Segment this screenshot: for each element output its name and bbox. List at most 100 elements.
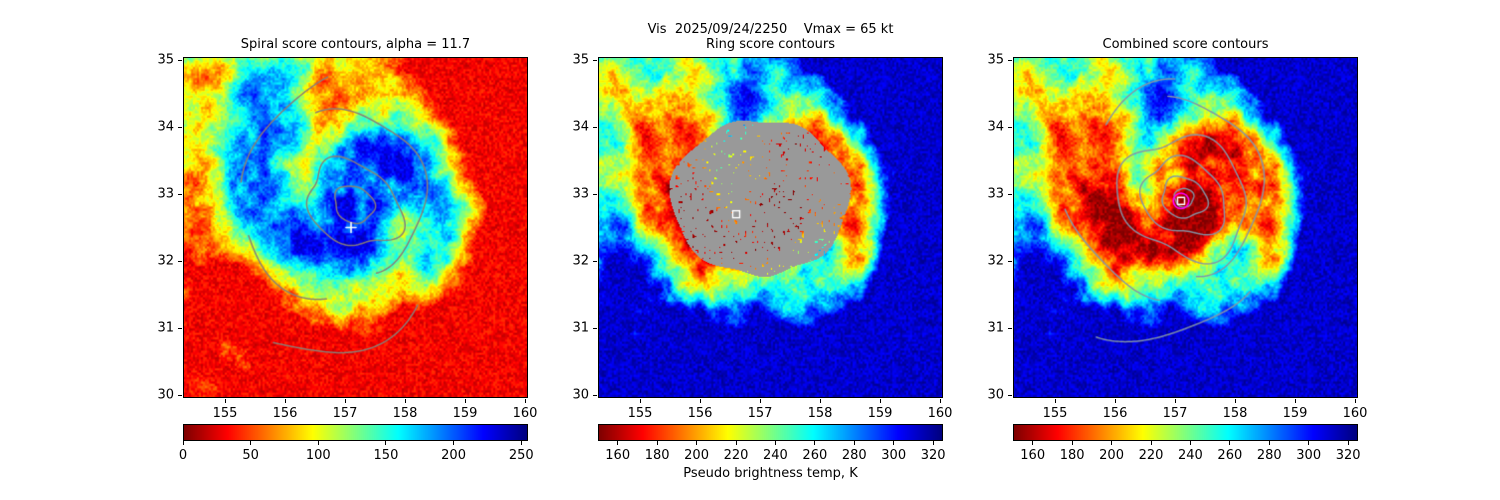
colorbar-canvas: [184, 425, 527, 440]
x-tick-label: 156: [272, 406, 298, 421]
colorbar-tick-label: 300: [1296, 448, 1322, 463]
colorbar-tick: [696, 441, 698, 445]
colorbar-tick-label: 160: [605, 448, 631, 463]
y-tick-label: 33: [987, 186, 1004, 202]
x-tick: [699, 399, 701, 403]
colorbar-tick: [1308, 441, 1310, 445]
x-tick: [1354, 399, 1356, 403]
map-axes: [183, 57, 528, 398]
y-tick-label: 32: [572, 253, 589, 269]
y-tick-label: 30: [572, 387, 589, 403]
x-tick-label: 158: [392, 406, 418, 421]
x-tick-label: 155: [212, 406, 238, 421]
y-tick: [593, 194, 597, 196]
x-tick-label: 159: [1282, 406, 1308, 421]
y-tick-label: 35: [987, 52, 1004, 68]
colorbar-tick-label: 0: [178, 448, 188, 463]
y-tick: [1008, 127, 1012, 129]
colorbar-tick-label: 220: [1138, 448, 1164, 463]
colorbar-tick-label: 200: [1099, 448, 1124, 463]
y-tick-label: 31: [157, 320, 174, 336]
x-axis-ticks: 155 156 157 158 159 160: [183, 399, 537, 425]
colorbar-tick: [617, 441, 619, 445]
y-tick: [593, 394, 597, 396]
colorbar-tick-label: 250: [508, 448, 534, 463]
colorbar-tick: [317, 441, 319, 445]
x-tick: [524, 399, 526, 403]
colorbar-tick-label: 200: [441, 448, 466, 463]
colorbar-tick-label: 50: [242, 448, 259, 463]
colorbar-ticks: 0 50 100 150 200 250: [179, 441, 534, 467]
colorbar-tick: [814, 441, 816, 445]
x-tick-label: 159: [867, 406, 893, 421]
y-tick-label: 35: [157, 52, 174, 68]
colorbar-tick-label: 320: [920, 448, 946, 463]
colorbar-tick: [735, 441, 737, 445]
y-tick: [178, 60, 182, 62]
y-tick: [178, 327, 182, 329]
colorbar-tick-label: 220: [723, 448, 749, 463]
y-axis-ticks: 30 31 32 33 34 35: [552, 53, 597, 402]
y-tick-label: 33: [157, 186, 174, 202]
satellite-image-canvas: [599, 58, 942, 397]
colorbar: [183, 424, 528, 441]
y-tick-label: 30: [157, 387, 174, 403]
colorbar-tick: [893, 441, 895, 445]
y-tick-label: 33: [572, 186, 589, 202]
colorbar-canvas: [599, 425, 942, 440]
x-axis-ticks: 155 156 157 158 159 160: [1013, 399, 1367, 425]
x-tick: [464, 399, 466, 403]
colorbar-ticks: 160 180 200 220 240 260 280 300 320: [1013, 441, 1361, 467]
x-tick: [879, 399, 881, 403]
colorbar-tick-label: 180: [1059, 448, 1085, 463]
x-tick: [344, 399, 346, 403]
colorbar-tick: [1150, 441, 1152, 445]
colorbar-tick-label: 200: [684, 448, 709, 463]
x-tick: [1054, 399, 1056, 403]
x-tick-label: 156: [1102, 406, 1128, 421]
satellite-image-canvas: [1014, 58, 1357, 397]
x-tick-label: 158: [807, 406, 833, 421]
colorbar-tick-label: 300: [881, 448, 907, 463]
y-tick: [1008, 327, 1012, 329]
panel-title: Combined score contours: [1102, 37, 1269, 52]
y-tick-label: 35: [572, 52, 589, 68]
y-tick-label: 32: [987, 253, 1004, 269]
colorbar-tick: [853, 441, 855, 445]
x-tick-label: 155: [1042, 406, 1068, 421]
x-tick-label: 156: [687, 406, 713, 421]
colorbar-tick: [520, 441, 522, 445]
y-tick: [1008, 394, 1012, 396]
x-tick: [1234, 399, 1236, 403]
y-tick: [1008, 260, 1012, 262]
map-axes: [1013, 57, 1358, 398]
x-tick: [819, 399, 821, 403]
colorbar-tick: [656, 441, 658, 445]
panel-combined-score: Combined score contours 30 31 32 33 34 35 155…: [987, 0, 1367, 500]
x-tick: [1174, 399, 1176, 403]
colorbar-tick: [1111, 441, 1113, 445]
y-tick: [1008, 60, 1012, 62]
x-tick-label: 157: [747, 406, 773, 421]
x-tick: [224, 399, 226, 403]
colorbar: [1013, 424, 1358, 441]
colorbar-tick: [385, 441, 387, 445]
y-tick: [178, 127, 182, 129]
y-tick: [178, 394, 182, 396]
y-axis-ticks: 30 31 32 33 34 35: [967, 53, 1012, 402]
colorbar-tick-label: 150: [373, 448, 399, 463]
colorbar-tick: [1189, 441, 1191, 445]
colorbar: [598, 424, 943, 441]
x-tick-label: 155: [627, 406, 653, 421]
colorbar-tick-label: 160: [1020, 448, 1046, 463]
colorbar-tick-label: 320: [1335, 448, 1361, 463]
y-tick: [178, 260, 182, 262]
x-tick-label: 159: [452, 406, 478, 421]
x-tick-label: 160: [512, 406, 538, 421]
colorbar-tick-label: 280: [1256, 448, 1282, 463]
x-tick: [284, 399, 286, 403]
colorbar-tick-label: 240: [763, 448, 788, 463]
x-tick-label: 157: [332, 406, 358, 421]
x-tick: [759, 399, 761, 403]
colorbar-tick-label: 260: [802, 448, 828, 463]
